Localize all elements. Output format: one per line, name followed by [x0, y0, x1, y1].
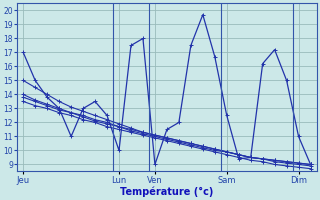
X-axis label: Température (°c): Température (°c) — [120, 186, 213, 197]
